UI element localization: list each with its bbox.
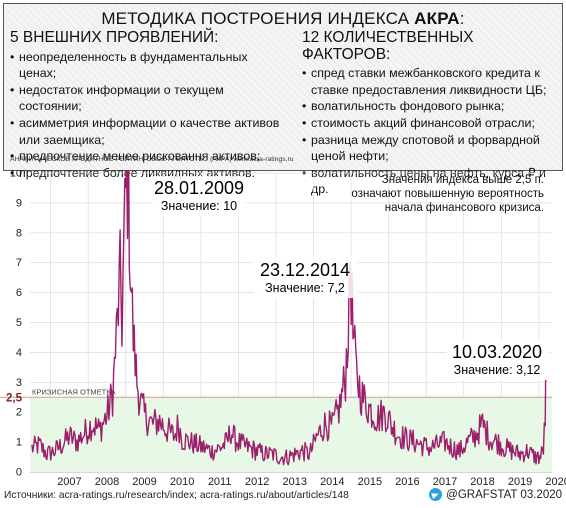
panel-title: МЕТОДИКА ПОСТРОЕНИЯ ИНДЕКСА АКРА: [4, 9, 562, 29]
annotation-2009: 28.01.2009 Значение: 10 [152, 176, 246, 216]
x-tick-label: 2016 [395, 476, 419, 488]
x-axis-ticks: 2007 2008 2009 2010 2011 2012 2013 2014 2015 2016… [57, 476, 566, 488]
list-item: неопределенность в фундаментальных ценах… [10, 49, 288, 82]
quantitative-factors-column: 12 КОЛИЧЕСТВЕННЫХ ФАКТОРОВ: спред ставки… [302, 29, 564, 198]
annotation-date: 10.03.2020 [452, 342, 542, 362]
x-tick-label: 2007 [57, 476, 81, 488]
series-line [31, 170, 547, 466]
x-tick-label: 2008 [95, 476, 119, 488]
quantitative-factors-heading: 12 КОЛИЧЕСТВЕННЫХ ФАКТОРОВ: [302, 29, 474, 63]
y-tick-label: 8 [16, 227, 22, 239]
annotation-value: Значение: 7,2 [265, 281, 345, 295]
y-axis-ticks: 0 1 2 3 4 5 6 7 8 9 10 [10, 170, 22, 479]
x-tick-label: 2012 [245, 476, 269, 488]
y-tick-label: 3 [16, 377, 22, 389]
quantitative-factors-list: спред ставки межбанковского кредита к ст… [302, 65, 564, 198]
chart-note: Значения индекса выше 2,5 п. означают по… [351, 174, 544, 214]
list-item: недостаток информации о текущем состояни… [10, 82, 288, 115]
panel-title-text: МЕТОДИКА ПОСТРОЕНИЯ ИНДЕКСА [101, 9, 415, 28]
list-item: предпочтение менее рисковання активов; [10, 148, 288, 165]
note-line: начала финансового кризиса. [385, 202, 544, 214]
x-tick-label: 2013 [283, 476, 307, 488]
agency-credit: АНАЛИТИЧЕСКОЕ КРЕДИТНОЕ РЕЙТИНГОВОЕ АГЕН… [10, 156, 294, 163]
x-tick-label: 2010 [170, 476, 194, 488]
annotation-value: Значение: 10 [161, 199, 237, 213]
list-item: асимметрия информации о качестве активов… [10, 115, 288, 148]
panel-title-bold: АКРА [414, 9, 460, 28]
methodology-panel: МЕТОДИКА ПОСТРОЕНИЯ ИНДЕКСА АКРА: 5 ВНЕШ… [3, 3, 563, 196]
y-tick-label: 2 [16, 407, 22, 419]
x-tick-label: 2017 [433, 476, 457, 488]
sources-footer: Источники: acra-ratings.ru/research/inde… [4, 490, 349, 501]
annotation-2014: 23.12.2014 Значение: 7,2 [254, 258, 358, 298]
x-tick-label: 2014 [320, 476, 344, 488]
y-tick-label: 9 [16, 197, 22, 209]
list-item: волатильность фондового рынка; [302, 98, 564, 115]
annotation-2020: 10.03.2020 Значение: 3,12 [446, 340, 550, 380]
external-signs-heading: 5 ВНЕШНИХ ПРОЯВЛЕНИЙ: [10, 29, 219, 46]
author-credit-text: @GRAFSTAT 03.2020 [446, 488, 562, 501]
annotation-date: 23.12.2014 [260, 260, 350, 280]
author-credit: @GRAFSTAT 03.2020 [429, 488, 562, 501]
x-tick-label: 2020 [545, 476, 566, 488]
telegram-icon [429, 488, 443, 501]
crisis-zone [30, 397, 552, 472]
x-tick-label: 2015 [358, 476, 382, 488]
panel-title-end: : [459, 9, 465, 28]
y-tick-label: 7 [16, 257, 22, 269]
x-tick-label: 2011 [208, 476, 232, 488]
list-item: спред ставки межбанковского кредита к ст… [302, 65, 564, 98]
y-tick-label: 10 [10, 170, 22, 180]
x-tick-label: 2018 [470, 476, 494, 488]
crisis-threshold-label: КРИЗИСНАЯ ОТМЕТКА [32, 387, 116, 396]
note-line: означают повышенную вероятность [351, 188, 544, 200]
y-tick-label: 0 [16, 467, 22, 479]
annotation-value: Значение: 3,12 [454, 363, 541, 377]
x-tick-label: 2009 [132, 476, 156, 488]
y-tick-label: 6 [16, 287, 22, 299]
y-tick-label: 4 [16, 347, 22, 359]
list-item: стоимость акций финансовой отрасли; [302, 115, 564, 132]
crisis-threshold-value: 2,5 [6, 392, 23, 404]
y-tick-label: 1 [16, 437, 22, 449]
list-item: разница между спотовой и форвардной цено… [302, 132, 564, 165]
annotation-date: 28.01.2009 [154, 178, 244, 198]
x-tick-label: 2019 [508, 476, 532, 488]
note-line: Значения индекса выше 2,5 п. [382, 174, 544, 186]
y-tick-label: 5 [16, 317, 22, 329]
